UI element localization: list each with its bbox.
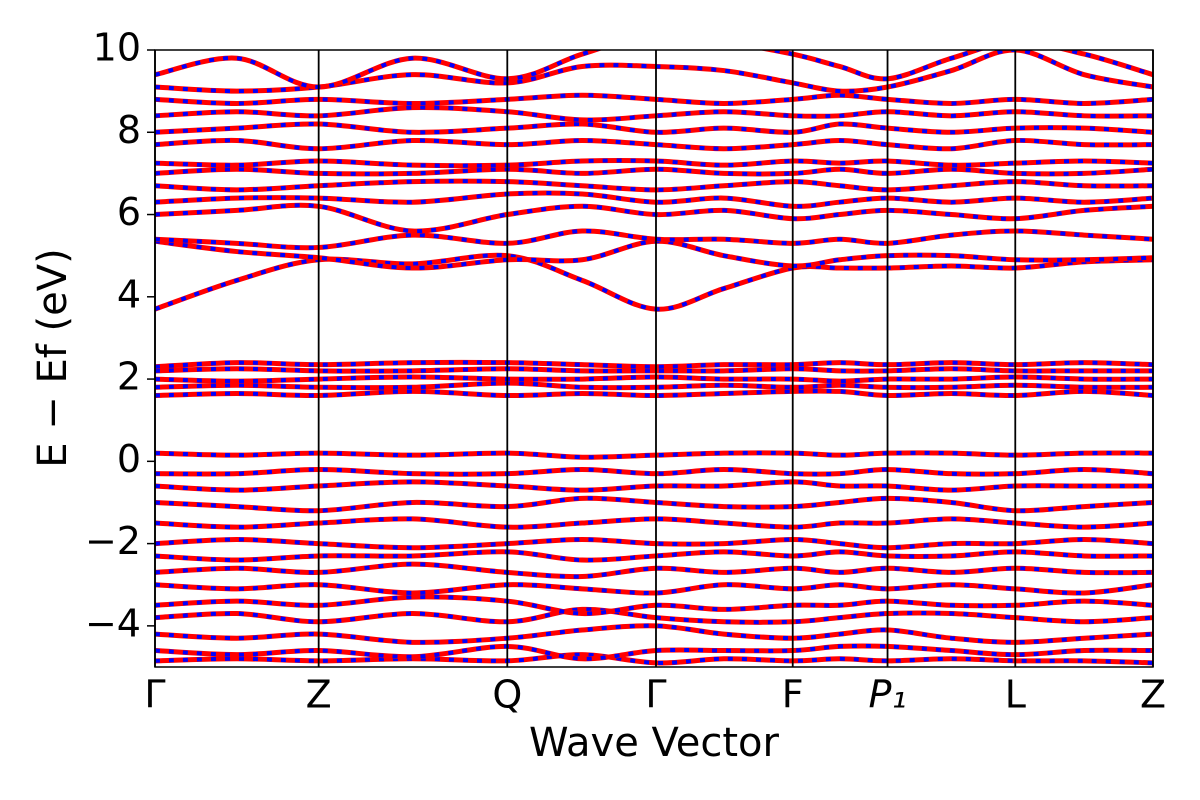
band-dash <box>155 467 1153 477</box>
band-line <box>155 623 1153 645</box>
y-tick-label: 6 <box>117 190 141 234</box>
band-dash <box>155 389 1153 398</box>
band-line <box>155 178 1153 193</box>
x-tick-label: L <box>1005 673 1026 717</box>
band-line <box>155 50 1153 90</box>
band-line <box>155 495 1153 514</box>
x-tick-label: P₁ <box>868 673 906 717</box>
y-tick-label: 4 <box>117 272 141 316</box>
band-line <box>155 606 1153 625</box>
band-dash <box>155 562 1153 579</box>
band-dash <box>155 479 1153 493</box>
band-dash <box>155 158 1153 168</box>
x-tick-label: F <box>782 673 804 717</box>
band-line <box>155 549 1153 563</box>
band-line <box>155 516 1153 530</box>
y-axis-label: E − Ef (eV) <box>30 248 76 467</box>
band-dash <box>155 105 1153 123</box>
x-tick-label: Z <box>306 673 332 717</box>
x-tick-label: Γ <box>645 673 666 717</box>
band-dash <box>155 607 1153 625</box>
band-dash <box>155 450 1153 460</box>
band-line <box>155 561 1153 580</box>
y-tick-label: −2 <box>85 519 141 563</box>
band-line <box>155 228 1153 251</box>
band-dash <box>155 167 1153 176</box>
y-tick-label: 10 <box>93 26 141 70</box>
band-line <box>155 536 1153 551</box>
band-dash <box>155 652 1153 665</box>
band-dash <box>155 549 1153 563</box>
x-tick-label: Γ <box>144 673 165 717</box>
band-line <box>155 380 1153 391</box>
band-line <box>155 450 1153 460</box>
band-layer <box>155 50 1153 666</box>
plot-frame <box>154 49 1154 668</box>
band-line <box>155 467 1153 477</box>
band-dash <box>155 50 1153 90</box>
band-dash <box>155 623 1153 645</box>
band-dash <box>155 138 1153 151</box>
x-axis-label: Wave Vector <box>529 720 780 766</box>
band-dash <box>155 375 1153 384</box>
x-tick-label: Z <box>1140 673 1166 717</box>
x-tick-label: Q <box>492 673 522 717</box>
band-line <box>155 92 1153 106</box>
band-dash <box>155 121 1153 135</box>
band-line <box>155 643 1153 662</box>
band-dash <box>155 582 1153 596</box>
band-line <box>155 137 1153 152</box>
band-line <box>155 479 1153 493</box>
band-line <box>155 594 1153 617</box>
y-tick-label: −4 <box>85 601 141 645</box>
band-line <box>155 359 1153 370</box>
band-dash <box>155 366 1153 374</box>
band-line <box>155 121 1153 135</box>
band-dash <box>155 93 1153 106</box>
band-dash <box>155 228 1153 250</box>
band-dash <box>155 381 1153 390</box>
band-dash <box>155 239 1153 271</box>
band-line <box>155 582 1153 596</box>
band-dash <box>155 537 1153 550</box>
band-dash <box>155 253 1153 312</box>
y-tick-label: 8 <box>117 108 141 152</box>
band-dash <box>155 643 1153 661</box>
band-line <box>155 388 1153 399</box>
band-dash <box>155 190 1153 209</box>
band-dash <box>155 179 1153 192</box>
band-dash <box>155 516 1153 530</box>
band-dash <box>155 203 1153 233</box>
band-dash <box>155 594 1153 616</box>
y-tick-label: 0 <box>117 437 141 481</box>
band-line <box>155 104 1153 123</box>
band-dash <box>155 496 1153 513</box>
y-tick-label: 2 <box>117 355 141 399</box>
band-dash <box>155 360 1153 369</box>
band-line <box>155 166 1153 177</box>
band-line <box>155 158 1153 169</box>
axes: −4 −2 0 2 4 6 8 10 Γ Z Q Γ F P₁ L Z <box>85 26 1166 717</box>
band-line <box>155 374 1153 384</box>
